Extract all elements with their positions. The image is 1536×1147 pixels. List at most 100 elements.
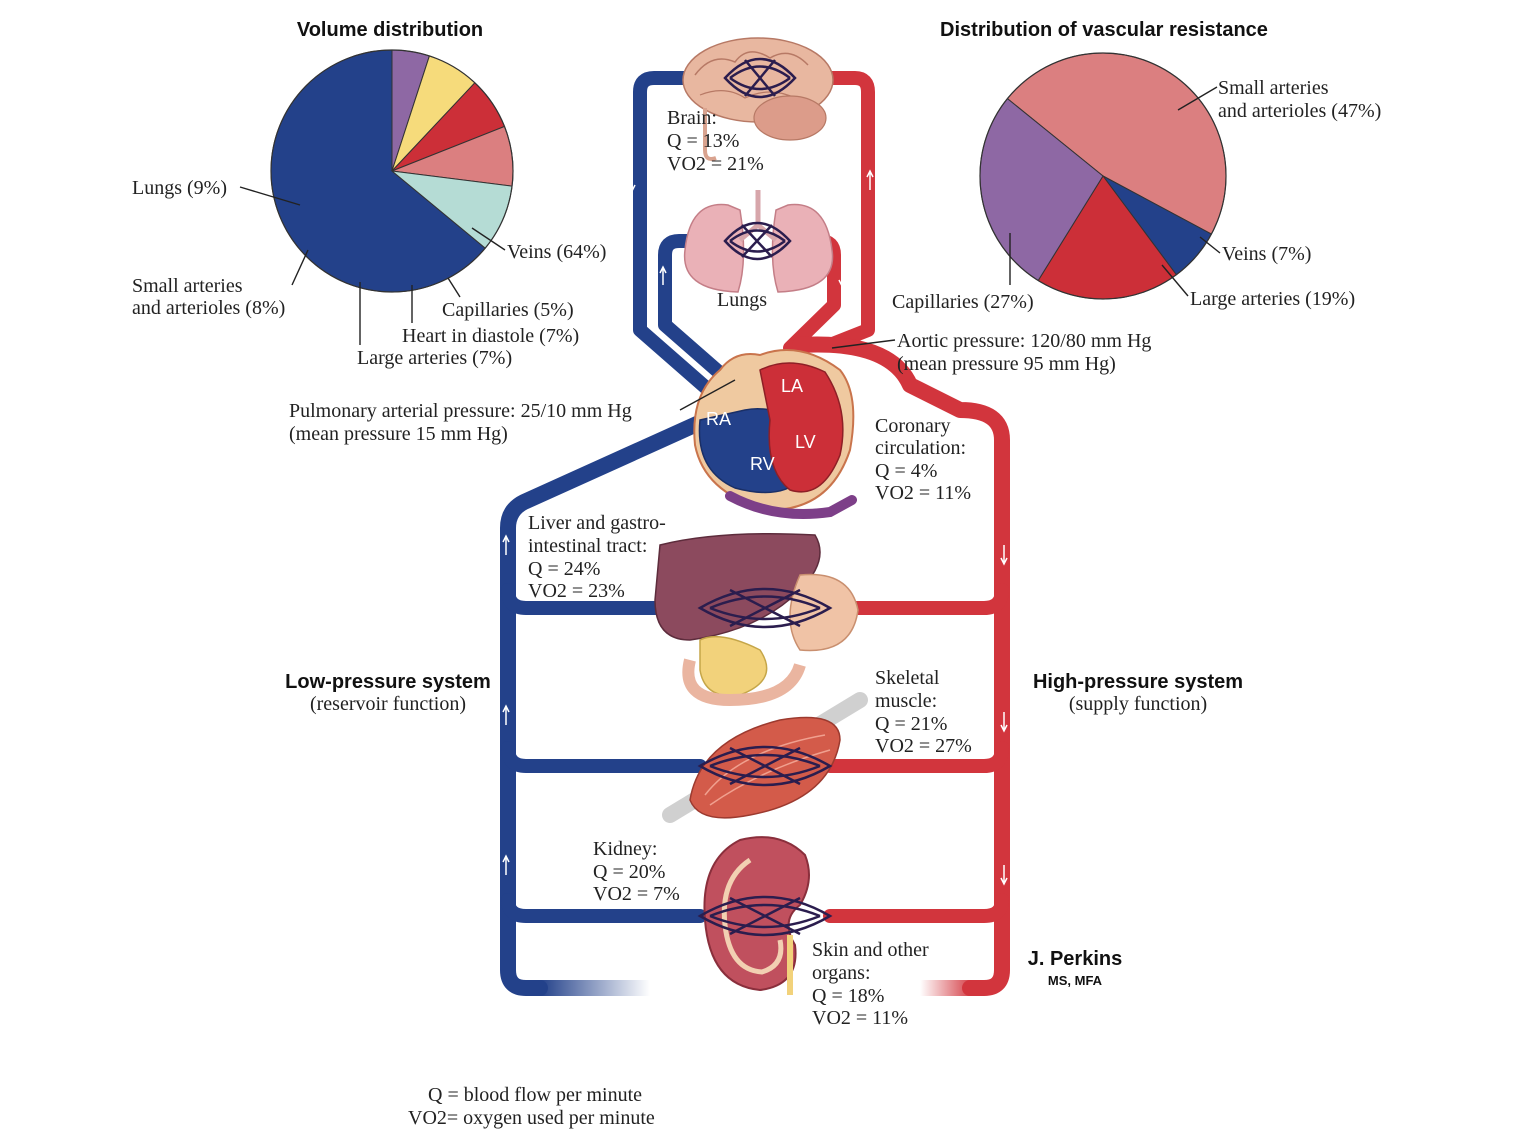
coronary-q: Q = 4%: [875, 460, 937, 482]
volume-pie-title: Volume distribution: [297, 19, 483, 41]
la-label: LA: [781, 376, 803, 396]
skeletal-muscle-illustration: [662, 692, 868, 823]
res-capillaries-label: Capillaries (27%): [892, 291, 1034, 313]
kidney-artery: [823, 893, 1009, 923]
veins-leader: [471, 227, 506, 251]
brain-q: Q = 13%: [667, 130, 739, 152]
res-veins-label: Veins (7%): [1222, 243, 1311, 265]
signature-credentials: MS, MFA: [1048, 973, 1103, 988]
muscle-vein: [501, 741, 707, 773]
brain-artery: [793, 71, 875, 352]
ra-label: RA: [706, 409, 731, 429]
flow-arrows: [502, 169, 1008, 886]
muscle-capillary-bed: [697, 745, 833, 787]
kidney-name: Kidney:: [593, 838, 657, 860]
lung-capillary-bed: [723, 221, 792, 261]
arrow-down-icon: [838, 268, 846, 288]
veins-volume-label: Veins (64%): [507, 241, 606, 263]
small-arteries-leader: [291, 249, 309, 286]
liver-vein: [501, 583, 707, 615]
liver-capillary-bed: [697, 587, 833, 629]
resistance-pie-slices: [979, 52, 1227, 300]
high-pressure-subtitle: (supply function): [1069, 693, 1207, 715]
resistance-pie-title: Distribution of vascular resistance: [940, 19, 1268, 41]
low-pressure-title: Low-pressure system: [285, 671, 491, 693]
arrow-up-icon: [502, 534, 510, 555]
liver-name-1: Liver and gastro-: [528, 512, 666, 534]
arrow-up-icon: [502, 704, 510, 725]
muscle-artery: [823, 741, 1009, 773]
brain-capillary-bed: [723, 57, 797, 99]
muscle-label: Skeletal muscle: Q = 21% VO2 = 27%: [875, 667, 972, 757]
low-pressure-subtitle: (reservoir function): [310, 693, 466, 715]
large-arteries-volume-label: Large arteries (7%): [357, 347, 512, 369]
heart-illustration: LA RA LV RV: [693, 349, 857, 519]
skin-label: Skin and other organs: Q = 18% VO2 = 11%: [812, 939, 929, 1029]
signature-name: J. Perkins: [1028, 948, 1123, 970]
skin-vein-fade: [540, 980, 650, 996]
res-small-arteries-label-1: Small arteries: [1218, 77, 1329, 99]
arrow-down-icon: [1000, 545, 1008, 566]
skin-artery-fade: [920, 980, 975, 996]
high-pressure-title: High-pressure system: [1033, 671, 1243, 693]
skin-name-1: Skin and other: [812, 939, 929, 961]
aortic-pressure-2: (mean pressure 95 mm Hg): [897, 353, 1116, 375]
brain-vo2: VO2 = 21%: [667, 153, 764, 175]
skin-q: Q = 18%: [812, 985, 884, 1007]
res-large-arteries-leader: [1161, 264, 1189, 297]
lv-label: LV: [795, 432, 816, 452]
arrow-down-icon: [1000, 712, 1008, 733]
res-small-arteries-label-2: and arterioles (47%): [1218, 100, 1381, 122]
brain-return-vein: [633, 71, 727, 407]
small-arteries-volume-label-1: Small arteries: [132, 275, 243, 297]
liver-gi-illustration: [654, 533, 859, 707]
capillaries-leader: [447, 277, 461, 298]
aortic-pressure-1: Aortic pressure: 120/80 mm Hg: [897, 330, 1151, 352]
volume-distribution-pie: Volume distribution Veins (64%) Lungs (9…: [132, 19, 606, 369]
liver-vo2: VO2 = 23%: [528, 580, 625, 602]
liver-name-2: intestinal tract:: [528, 535, 647, 557]
kidney-illustration: [703, 836, 810, 995]
volume-pie-slices: [270, 49, 514, 293]
res-veins-leader: [1199, 236, 1221, 254]
kidney-q: Q = 20%: [593, 861, 665, 883]
arrow-up-icon: [659, 265, 667, 285]
aorta: [792, 336, 1010, 996]
capillary-beds: [697, 57, 833, 937]
volume-pie-outline: [270, 49, 514, 293]
muscle-q: Q = 21%: [875, 713, 947, 735]
liver-label: Liver and gastro- intestinal tract: Q = …: [528, 512, 666, 602]
coronary-name-1: Coronary: [875, 415, 951, 437]
rv-label: RV: [750, 454, 775, 474]
lungs-volume-label: Lungs (9%): [132, 177, 227, 199]
pulmonary-pressure-1: Pulmonary arterial pressure: 25/10 mm Hg: [289, 400, 632, 422]
kidney-capillary-bed: [697, 895, 833, 937]
pulmonary-leader: [679, 379, 736, 411]
muscle-name-1: Skeletal: [875, 667, 940, 689]
arrow-up-icon: [502, 854, 510, 875]
res-large-arteries-label: Large arteries (19%): [1190, 288, 1355, 310]
capillaries-volume-label: Capillaries (5%): [442, 299, 574, 321]
small-arteries-volume-label-2: and arterioles (8%): [132, 297, 285, 319]
kidney-vo2: VO2 = 7%: [593, 883, 680, 905]
res-small-arteries-leader: [1177, 86, 1218, 111]
coronary-name-2: circulation:: [875, 437, 966, 459]
liver-q: Q = 24%: [528, 558, 600, 580]
kidney-vein: [501, 893, 707, 923]
muscle-name-2: muscle:: [875, 690, 937, 712]
pulmonary-pressure-2: (mean pressure 15 mm Hg): [289, 423, 508, 445]
pulmonary-artery-vessel: [658, 234, 752, 402]
legend-q: Q = blood flow per minute: [428, 1084, 642, 1106]
heart-volume-label: Heart in diastole (7%): [402, 325, 579, 347]
skin-vo2: VO2 = 11%: [812, 1007, 908, 1029]
skin-name-2: organs:: [812, 962, 871, 984]
brain-label: Brain: Q = 13% VO2 = 21%: [667, 107, 764, 175]
vascular-resistance-pie: Distribution of vascular resistance Smal…: [892, 19, 1381, 313]
coronary-label: Coronary circulation: Q = 4% VO2 = 11%: [875, 415, 971, 504]
lungs-leader: [239, 186, 301, 206]
kidney-label: Kidney: Q = 20% VO2 = 7%: [593, 838, 680, 905]
resistance-pie-outline: [979, 52, 1227, 300]
coronary-vo2: VO2 = 11%: [875, 482, 971, 504]
aortic-leader: [831, 339, 896, 349]
